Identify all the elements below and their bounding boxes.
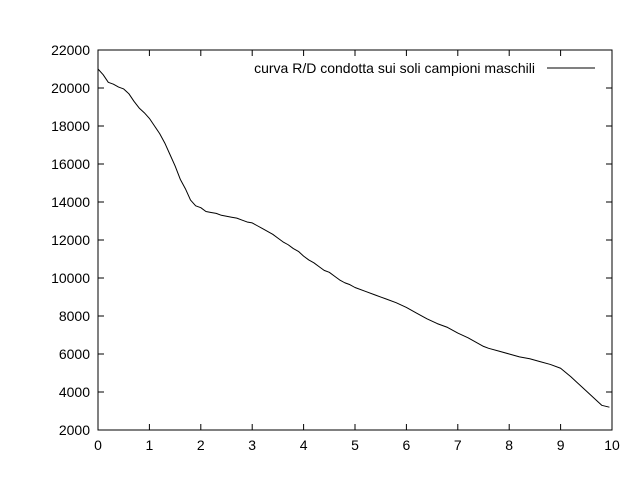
x-tick-label: 4: [300, 437, 308, 453]
y-tick-label: 22000: [51, 42, 90, 58]
y-tick-label: 8000: [59, 308, 90, 324]
y-axis-ticks: 2000 4000 6000 8000 10000 12000 14000 16000 1800…: [51, 42, 612, 438]
y-tick-label: 16000: [51, 156, 90, 172]
y-tick-label: 6000: [59, 346, 90, 362]
x-tick-label: 8: [505, 437, 513, 453]
legend: curva R/D condotta sui soli campioni mas…: [254, 60, 595, 76]
x-axis-ticks: 0 1 2 3 4 5 6 7 8 9 10: [94, 50, 620, 453]
legend-label: curva R/D condotta sui soli campioni mas…: [254, 60, 535, 76]
y-tick-label: 4000: [59, 384, 90, 400]
x-tick-label: 6: [403, 437, 411, 453]
y-tick-label: 14000: [51, 194, 90, 210]
series-layer: [97, 68, 610, 408]
y-tick-label: 20000: [51, 80, 90, 96]
y-tick-label: 18000: [51, 118, 90, 134]
y-tick-label: 12000: [51, 232, 90, 248]
y-tick-label: 10000: [51, 270, 90, 286]
x-tick-label: 3: [248, 437, 256, 453]
series-line: [97, 68, 610, 408]
x-tick-label: 2: [197, 437, 205, 453]
plot-frame: [97, 49, 613, 431]
x-tick-label: 9: [557, 437, 565, 453]
x-tick-label: 1: [146, 437, 154, 453]
x-tick-label: 0: [94, 437, 102, 453]
x-tick-label: 10: [604, 437, 620, 453]
x-tick-label: 7: [454, 437, 462, 453]
x-tick-label: 5: [351, 437, 359, 453]
y-tick-label: 2000: [59, 422, 90, 438]
